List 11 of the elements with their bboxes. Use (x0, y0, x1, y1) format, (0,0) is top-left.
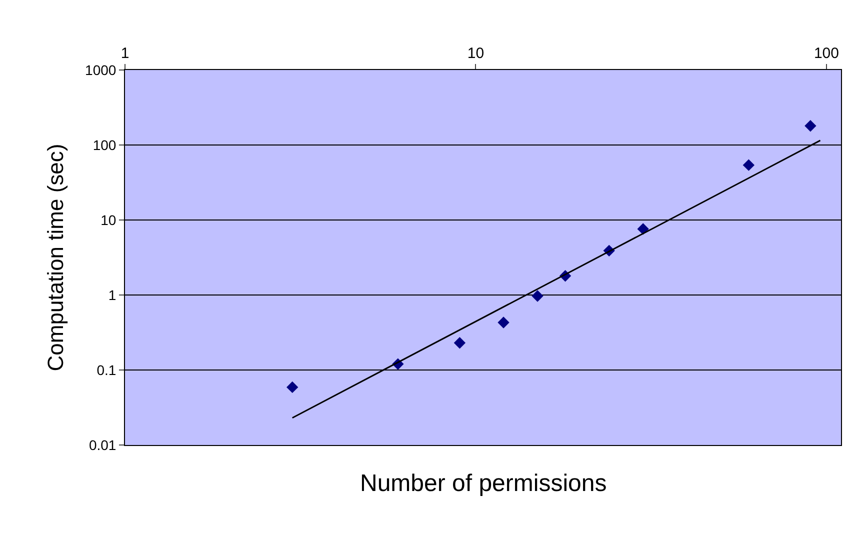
y-tick-label: 10 (100, 212, 116, 228)
x-axis-title: Number of permissions (360, 470, 607, 497)
y-tick-label: 100 (92, 136, 116, 153)
x-tick-label: 100 (814, 45, 839, 62)
x-tick-label: 10 (467, 45, 484, 62)
y-tick-label: 1 (108, 286, 116, 303)
y-tick-label: 0.1 (96, 362, 116, 378)
y-axis-title: Computation time (sec) (42, 144, 68, 372)
y-tick-label: 0.01 (88, 436, 116, 453)
y-tick-label: 1000 (85, 62, 116, 78)
x-tick-label: 1 (120, 45, 130, 62)
